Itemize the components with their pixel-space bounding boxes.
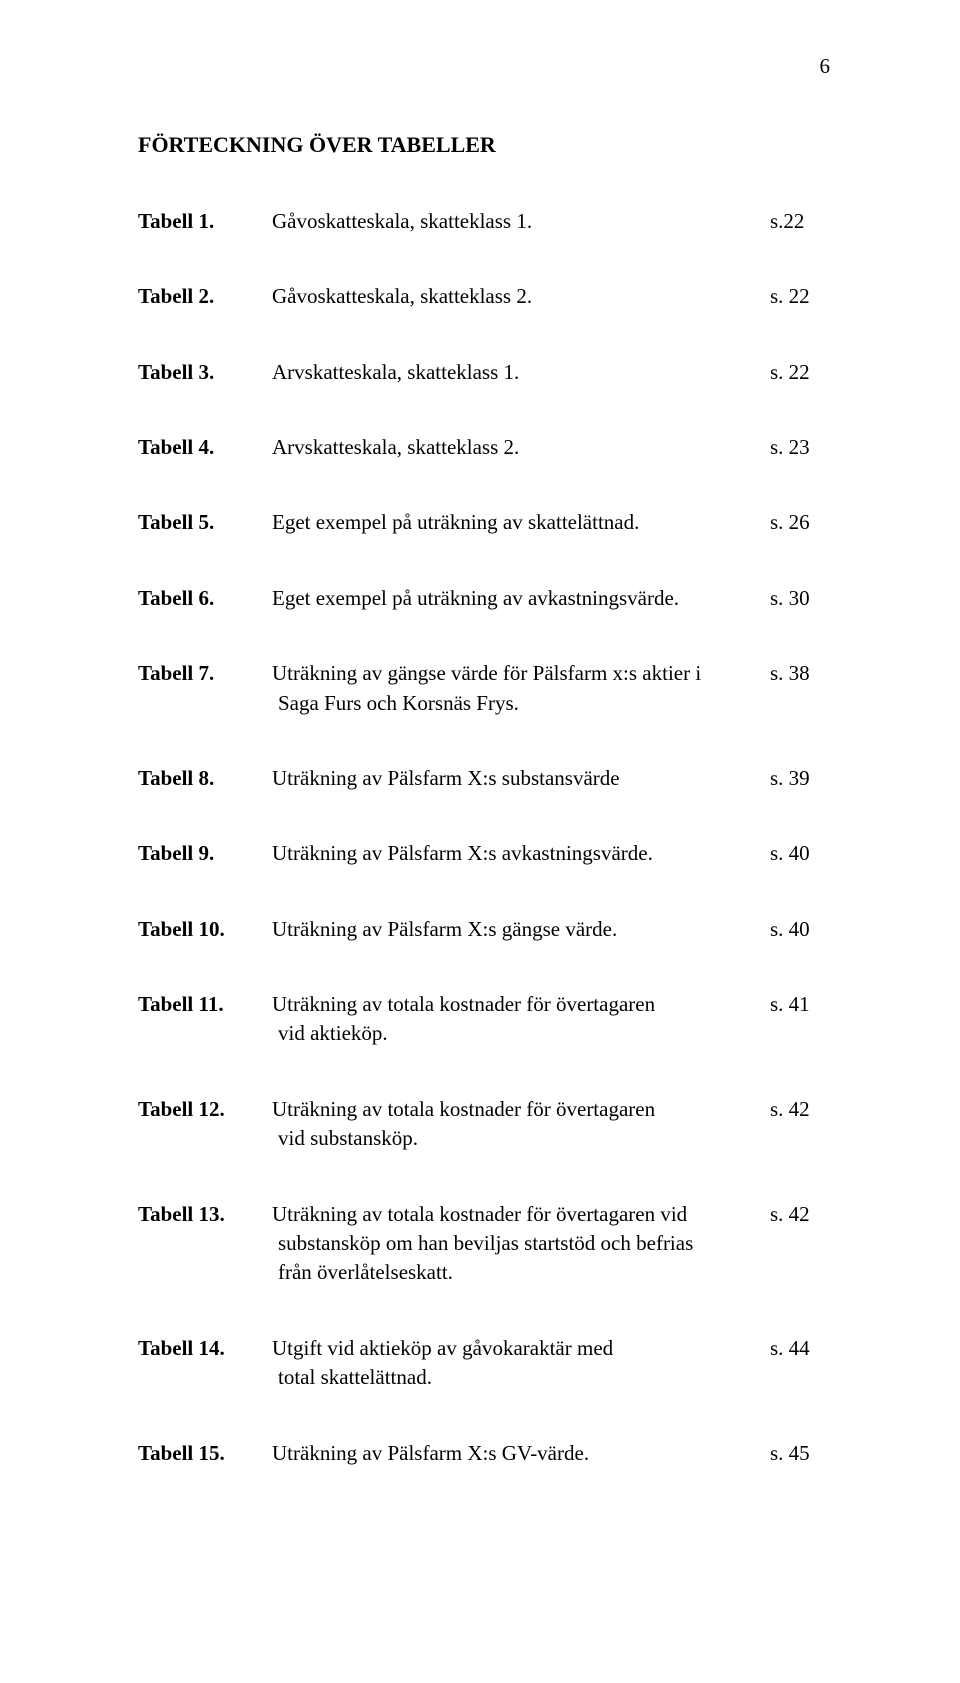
document-page: 6 FÖRTECKNING ÖVER TABELLER Tabell 1.Gåv… (0, 0, 960, 1683)
entry-description-line: Uträkning av Pälsfarm X:s gängse värde. (272, 915, 752, 944)
toc-entry: Tabell 4.Arvskatteskala, skatteklass 2. s… (138, 433, 830, 462)
entry-description-line: total skattelättnad. (272, 1363, 752, 1392)
entry-description-line: Uträkning av totala kostnader för överta… (272, 1095, 752, 1124)
entry-description-line: vid aktieköp. (272, 1019, 752, 1048)
toc-entry: Tabell 2.Gåvoskatteskala, skatteklass 2.… (138, 282, 830, 311)
entry-description: Uträkning av totala kostnader för överta… (272, 990, 770, 1049)
entry-description-line: Uträkning av Pälsfarm X:s substansvärde (272, 764, 752, 793)
entry-description-line: Arvskatteskala, skatteklass 1. (272, 358, 752, 387)
entry-description: Gåvoskatteskala, skatteklass 1. (272, 207, 770, 236)
toc-entry: Tabell 7.Uträkning av gängse värde för P… (138, 659, 830, 718)
entry-label: Tabell 2. (138, 282, 272, 311)
entry-label: Tabell 4. (138, 433, 272, 462)
entry-description-line: Eget exempel på uträkning av avkastnings… (272, 584, 752, 613)
table-of-tables: Tabell 1.Gåvoskatteskala, skatteklass 1.… (138, 207, 830, 1468)
toc-entry: Tabell 3.Arvskatteskala, skatteklass 1. s… (138, 358, 830, 387)
entry-description-line: från överlåtelseskatt. (272, 1258, 752, 1287)
entry-page-ref: s. 30 (770, 584, 830, 613)
entry-description-line: substansköp om han beviljas startstöd oc… (272, 1229, 752, 1258)
entry-page-ref: s. 45 (770, 1439, 830, 1468)
entry-description-line: Gåvoskatteskala, skatteklass 1. (272, 207, 752, 236)
entry-description-line: Utgift vid aktieköp av gåvokaraktär med (272, 1334, 752, 1363)
entry-page-ref: s. 23 (770, 433, 830, 462)
toc-entry: Tabell 5.Eget exempel på uträkning av sk… (138, 508, 830, 537)
entry-page-ref: s. 44 (770, 1334, 830, 1363)
toc-entry: Tabell 10.Uträkning av Pälsfarm X:s gäng… (138, 915, 830, 944)
entry-description: Uträkning av totala kostnader för överta… (272, 1200, 770, 1288)
entry-description-line: Saga Furs och Korsnäs Frys. (272, 689, 752, 718)
page-number: 6 (820, 52, 831, 81)
toc-entry: Tabell 8.Uträkning av Pälsfarm X:s subst… (138, 764, 830, 793)
entry-description: Uträkning av Pälsfarm X:s gängse värde. (272, 915, 770, 944)
entry-label: Tabell 7. (138, 659, 272, 688)
entry-description: Utgift vid aktieköp av gåvokaraktär medt… (272, 1334, 770, 1393)
entry-page-ref: s. 38 (770, 659, 830, 688)
entry-label: Tabell 11. (138, 990, 272, 1019)
entry-description-line: Arvskatteskala, skatteklass 2. (272, 433, 752, 462)
entry-description: Arvskatteskala, skatteklass 1. (272, 358, 770, 387)
entry-description-line: Uträkning av gängse värde för Pälsfarm x… (272, 659, 752, 688)
toc-entry: Tabell 11.Uträkning av totala kostnader … (138, 990, 830, 1049)
entry-page-ref: s. 26 (770, 508, 830, 537)
entry-label: Tabell 12. (138, 1095, 272, 1124)
entry-description-line: Gåvoskatteskala, skatteklass 2. (272, 282, 752, 311)
entry-page-ref: s. 42 (770, 1200, 830, 1229)
entry-description: Uträkning av Pälsfarm X:s substansvärde (272, 764, 770, 793)
entry-description: Uträkning av totala kostnader för överta… (272, 1095, 770, 1154)
entry-label: Tabell 6. (138, 584, 272, 613)
entry-page-ref: s. 42 (770, 1095, 830, 1124)
entry-description: Gåvoskatteskala, skatteklass 2. (272, 282, 770, 311)
entry-description-line: Uträkning av Pälsfarm X:s avkastningsvär… (272, 839, 752, 868)
entry-description-line: Uträkning av totala kostnader för överta… (272, 990, 752, 1019)
toc-entry: Tabell 12.Uträkning av totala kostnader … (138, 1095, 830, 1154)
entry-label: Tabell 13. (138, 1200, 272, 1229)
entry-page-ref: s.22 (770, 207, 830, 236)
toc-entry: Tabell 15.Uträkning av Pälsfarm X:s GV-v… (138, 1439, 830, 1468)
toc-entry: Tabell 1.Gåvoskatteskala, skatteklass 1.… (138, 207, 830, 236)
toc-entry: Tabell 14.Utgift vid aktieköp av gåvokar… (138, 1334, 830, 1393)
entry-label: Tabell 3. (138, 358, 272, 387)
entry-page-ref: s. 40 (770, 839, 830, 868)
entry-description-line: Uträkning av totala kostnader för överta… (272, 1200, 752, 1229)
entry-label: Tabell 1. (138, 207, 272, 236)
toc-entry: Tabell 9.Uträkning av Pälsfarm X:s avkas… (138, 839, 830, 868)
entry-label: Tabell 9. (138, 839, 272, 868)
entry-page-ref: s. 41 (770, 990, 830, 1019)
page-heading: FÖRTECKNING ÖVER TABELLER (138, 130, 830, 161)
entry-page-ref: s. 22 (770, 358, 830, 387)
entry-description: Uträkning av Pälsfarm X:s GV-värde. (272, 1439, 770, 1468)
entry-page-ref: s. 39 (770, 764, 830, 793)
entry-label: Tabell 15. (138, 1439, 272, 1468)
entry-label: Tabell 8. (138, 764, 272, 793)
entry-label: Tabell 5. (138, 508, 272, 537)
entry-description-line: Uträkning av Pälsfarm X:s GV-värde. (272, 1439, 752, 1468)
entry-description: Eget exempel på uträkning av skattelättn… (272, 508, 770, 537)
entry-description: Eget exempel på uträkning av avkastnings… (272, 584, 770, 613)
entry-page-ref: s. 40 (770, 915, 830, 944)
entry-description: Uträkning av Pälsfarm X:s avkastningsvär… (272, 839, 770, 868)
entry-description-line: vid substansköp. (272, 1124, 752, 1153)
entry-label: Tabell 14. (138, 1334, 272, 1363)
toc-entry: Tabell 6.Eget exempel på uträkning av av… (138, 584, 830, 613)
toc-entry: Tabell 13.Uträkning av totala kostnader … (138, 1200, 830, 1288)
entry-page-ref: s. 22 (770, 282, 830, 311)
entry-description: Uträkning av gängse värde för Pälsfarm x… (272, 659, 770, 718)
entry-description: Arvskatteskala, skatteklass 2. (272, 433, 770, 462)
entry-description-line: Eget exempel på uträkning av skattelättn… (272, 508, 752, 537)
entry-label: Tabell 10. (138, 915, 272, 944)
